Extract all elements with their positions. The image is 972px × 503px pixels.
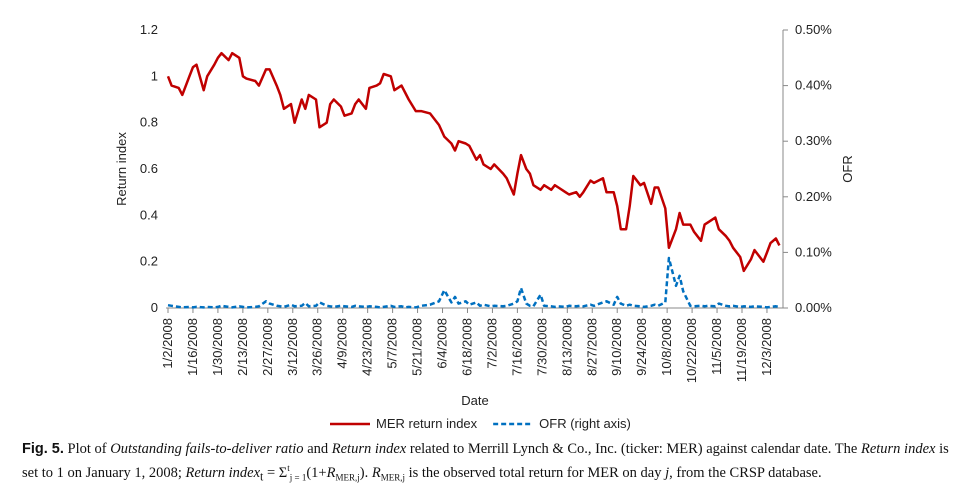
x-tick-label: 10/22/2008 xyxy=(684,318,699,383)
x-tick-label: 11/5/2008 xyxy=(709,318,724,375)
y-tick-label: 0.8 xyxy=(140,115,158,130)
caption-text: j xyxy=(665,464,670,481)
series-line xyxy=(167,256,780,309)
x-tick-label: 7/30/2008 xyxy=(534,318,549,376)
y-tick-label: 0.4 xyxy=(140,207,158,222)
caption: Fig. 5. Plot of Outstanding fails-to-del… xyxy=(22,440,952,488)
caption-label: Fig. 5. xyxy=(22,441,64,457)
caption-text: Return index xyxy=(860,441,936,457)
caption-text: Return index xyxy=(331,441,407,457)
chart: Return index OFR Date 0 0.2 0.4 0.6 0.8 1 1.2 0… xyxy=(114,22,855,431)
x-tick-label: 2/27/2008 xyxy=(260,318,275,376)
y-axis-label: Return index xyxy=(114,132,129,206)
caption-text: R xyxy=(371,464,381,481)
x-tick-label: 3/26/2008 xyxy=(310,318,325,376)
x-tick-label: 2/13/2008 xyxy=(235,318,250,376)
caption-text: ). xyxy=(359,464,372,481)
legend-label: MER return index xyxy=(376,416,478,431)
legend-label: OFR (right axis) xyxy=(539,416,631,431)
x-tick-label: 7/2/2008 xyxy=(484,318,499,369)
y2-tick-label: 0.30% xyxy=(795,133,832,148)
caption-text: Outstanding fails-to-deliver ratio xyxy=(110,441,304,457)
caption-text: = Σ xyxy=(263,464,288,481)
y-tick-label: 0.2 xyxy=(140,254,158,269)
y2-axis-label: OFR xyxy=(840,155,855,182)
caption-text: j = 1 xyxy=(289,472,307,483)
x-tick-label: 9/10/2008 xyxy=(609,318,624,376)
x-tick-label: 8/13/2008 xyxy=(559,318,574,376)
caption-text: MER,j xyxy=(335,472,360,483)
x-tick-label: 6/4/2008 xyxy=(435,318,450,369)
x-tick-label: 10/8/2008 xyxy=(659,318,674,376)
x-tick-label: 5/21/2008 xyxy=(410,318,425,376)
y-tick-label: 1 xyxy=(151,68,158,83)
x-tick-label: 9/24/2008 xyxy=(634,318,649,376)
y2-tick-label: 0.20% xyxy=(795,189,832,204)
x-tick-label: 1/16/2008 xyxy=(185,318,200,376)
x-tick-label: 11/19/2008 xyxy=(734,318,749,382)
caption-text: and xyxy=(303,441,332,457)
caption-text: , from the CRSP database. xyxy=(669,464,822,481)
y2-tick-label: 0.50% xyxy=(795,22,832,37)
caption-text: is set to 1 on January 1, 2008; xyxy=(22,441,949,481)
caption-text: Plot of xyxy=(63,441,111,457)
y2-tick-label: 0.00% xyxy=(795,300,832,315)
y-tick-label: 1.2 xyxy=(140,22,158,37)
x-tick-label: 4/23/2008 xyxy=(360,318,375,376)
caption-text: MER,j xyxy=(380,472,405,483)
x-tick-label: 5/7/2008 xyxy=(385,318,400,369)
x-tick-label: 6/18/2008 xyxy=(459,318,474,376)
x-tick-label: 7/16/2008 xyxy=(509,318,524,376)
x-tick-label: 1/30/2008 xyxy=(210,318,225,376)
x-tick-label: 4/9/2008 xyxy=(335,318,350,369)
caption-text: Return index xyxy=(185,464,261,481)
y2-tick-label: 0.10% xyxy=(795,244,832,259)
caption-text: related to Merrill Lynch & Co., Inc. (ti… xyxy=(406,441,861,457)
caption-text: t xyxy=(260,469,264,484)
x-tick-label: 12/3/2008 xyxy=(759,318,774,376)
x-tick-label: 1/2/2008 xyxy=(160,318,175,369)
caption-text: t xyxy=(287,463,290,473)
x-tick-label: 3/12/2008 xyxy=(285,318,300,376)
caption-text: (1+ xyxy=(306,464,327,481)
y-tick-label: 0.6 xyxy=(140,161,158,176)
x-axis-label: Date xyxy=(461,393,488,408)
x-tick-label: 8/27/2008 xyxy=(584,318,599,376)
y2-tick-label: 0.40% xyxy=(795,78,832,93)
series-line xyxy=(166,51,781,273)
y-tick-label: 0 xyxy=(151,300,158,315)
caption-text: is the observed total return for MER on … xyxy=(404,464,666,481)
caption-text: R xyxy=(326,464,336,481)
